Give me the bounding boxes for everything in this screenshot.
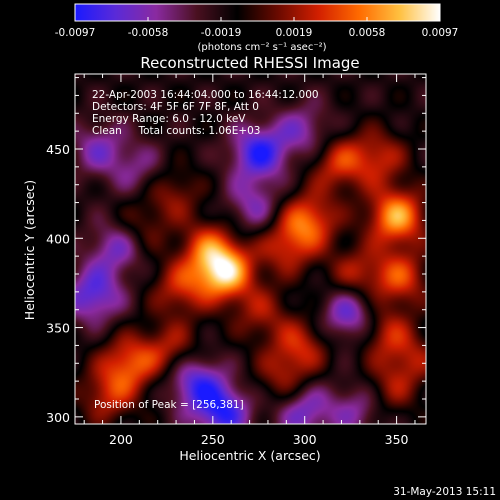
axis-ticks: 200 250 300 350 300 350 400 450 — [46, 74, 426, 447]
colorbar-tick-label: 0.0097 — [422, 27, 459, 39]
colorbar-units-label: (photons cm⁻² s⁻¹ asec⁻²) — [197, 42, 326, 53]
colorbar-tick-label: -0.0019 — [201, 27, 242, 39]
colorbar-tick-label: -0.0097 — [55, 27, 96, 39]
x-axis-label: Heliocentric X (arcsec) — [179, 448, 320, 463]
colorbar-tick-label: 0.0058 — [349, 27, 386, 39]
y-tick-label: 450 — [46, 142, 70, 157]
info-line-clean: Clean Total counts: 1.06E+03 — [92, 125, 261, 137]
x-tick-label: 250 — [201, 432, 225, 447]
y-tick-label: 300 — [46, 410, 70, 425]
colorbar-gradient — [74, 3, 441, 22]
y-tick-label: 400 — [46, 231, 70, 246]
y-axis-label: Heliocentric Y (arcsec) — [22, 180, 37, 320]
info-line-time: 22-Apr-2003 16:44:04.000 to 16:44:12.000 — [92, 89, 319, 101]
colorbar: -0.0097 -0.0058 -0.0019 0.0019 0.0058 0.0097 … — [55, 3, 459, 53]
peak-position-label: Position of Peak = [256,381] — [94, 399, 244, 411]
x-tick-label: 350 — [385, 432, 409, 447]
x-tick-label: 200 — [109, 432, 133, 447]
colorbar-tick-label: -0.0058 — [128, 27, 169, 39]
heatmap-container — [75, 74, 426, 424]
info-line-detectors: Detectors: 4F 5F 6F 7F 8F, Att 0 — [92, 101, 259, 113]
x-tick-label: 300 — [293, 432, 317, 447]
colorbar-ticks: -0.0097 -0.0058 -0.0019 0.0019 0.0058 0.0097 — [55, 17, 459, 39]
y-tick-label: 350 — [46, 321, 70, 336]
chart-title: Reconstructed RHESSI Image — [140, 54, 359, 72]
footer-timestamp: 31-May-2013 15:11 — [393, 486, 496, 498]
plot-area: 200 250 300 350 300 350 400 450 — [46, 73, 427, 447]
info-line-energy: Energy Range: 6.0 - 12.0 keV — [92, 113, 246, 125]
plot-frame — [74, 73, 427, 425]
info-block: 22-Apr-2003 16:44:04.000 to 16:44:12.000… — [92, 89, 319, 411]
colorbar-tick-label: 0.0019 — [276, 27, 313, 39]
